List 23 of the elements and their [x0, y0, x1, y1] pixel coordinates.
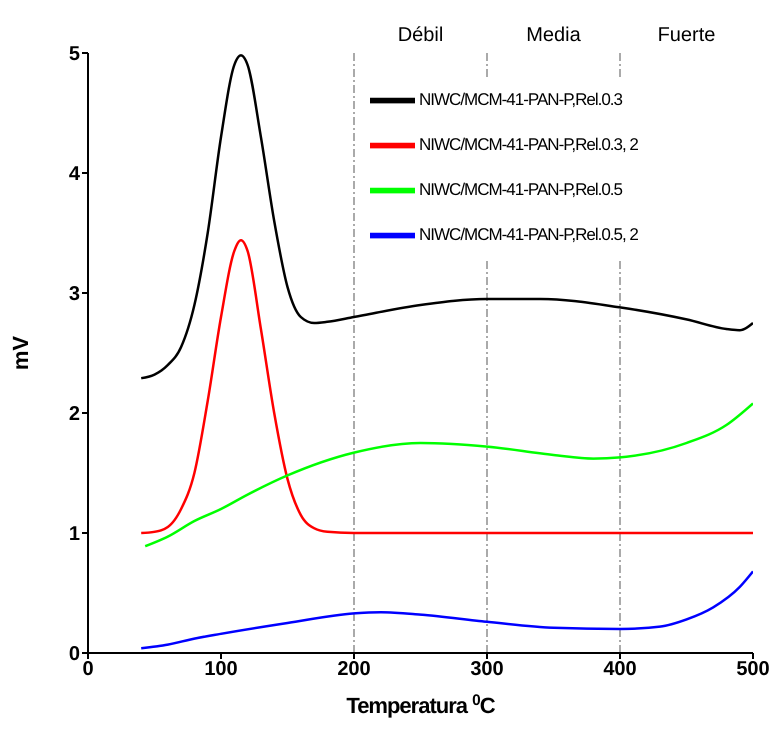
y-tick-label: 3	[68, 283, 80, 306]
text: Fuerte	[658, 24, 716, 46]
line-series	[140, 54, 753, 380]
y-tick-label: 5	[68, 43, 80, 66]
line-series	[144, 402, 753, 548]
text: Media	[526, 24, 582, 46]
x-tick-label: 500	[736, 658, 770, 680]
legend-label: NIWC/MCM-41-PAN-P,Rel.0.3	[419, 90, 622, 109]
y-tick-label: 2	[68, 403, 80, 426]
line-series	[140, 570, 753, 650]
x-tick-label: 400	[603, 658, 637, 680]
legend-label: NIWC/MCM-41-PAN-P,Rel.0.5	[419, 180, 622, 199]
y-tick-label: 1	[68, 523, 80, 546]
y-axis-title: mV	[8, 336, 33, 370]
x-axis-title: Temperatura $^{0}$C	[346, 692, 496, 718]
y-tick-label: 0	[68, 643, 80, 666]
legend-label: NIWC/MCM-41-PAN-P,Rel.0.3, 2	[419, 134, 638, 154]
x-tick-label: 300	[470, 658, 504, 680]
legend-label: NIWC/MCM-41-PAN-P,Rel.0.5, 2	[419, 224, 638, 244]
text: Débil	[398, 24, 444, 46]
y-tick-label: 4	[68, 163, 81, 186]
x-tick-label: 100	[204, 658, 238, 680]
x-tick-label: 200	[337, 658, 371, 680]
